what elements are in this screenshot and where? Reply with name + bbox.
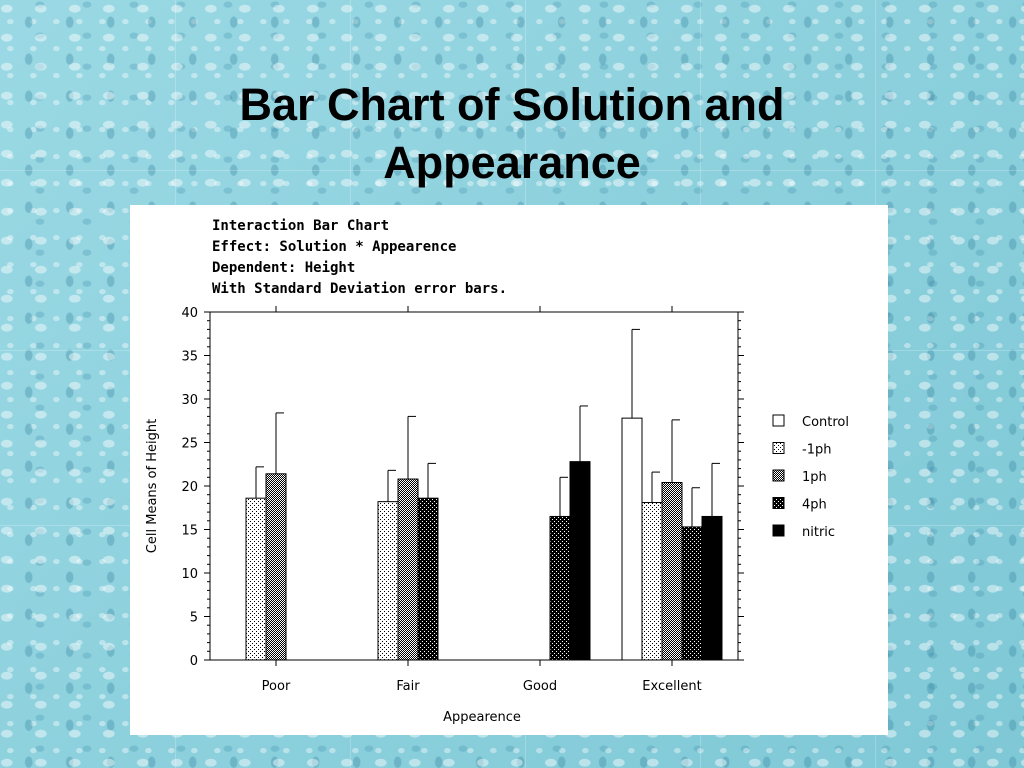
bar-nitric-Good bbox=[569, 461, 591, 661]
bar-4ph-Good bbox=[549, 515, 571, 661]
bar-1ph-Fair bbox=[397, 478, 419, 661]
chart-header-line: Effect: Solution * Appearence bbox=[212, 239, 456, 255]
y-tick-label: 20 bbox=[181, 480, 198, 495]
bar-nitric-Excellent bbox=[701, 515, 723, 661]
y-tick-label: 5 bbox=[190, 611, 198, 626]
legend-label--1ph: -1ph bbox=[802, 443, 831, 458]
bar--1ph-Excellent bbox=[641, 502, 663, 661]
bar-4ph-Excellent bbox=[681, 526, 703, 661]
bar-1ph-Excellent bbox=[661, 482, 683, 661]
legend-label-Control: Control bbox=[802, 415, 849, 430]
chart-header-line: Interaction Bar Chart bbox=[212, 218, 389, 234]
legend-swatch--1ph bbox=[772, 442, 785, 454]
legend-swatch-Control bbox=[772, 414, 785, 427]
y-tick-label: 15 bbox=[181, 524, 198, 539]
legend-swatch-4ph bbox=[772, 497, 785, 509]
y-tick-label: 10 bbox=[181, 567, 198, 582]
x-tick-label: Fair bbox=[396, 679, 420, 694]
legend-label-4ph: 4ph bbox=[802, 498, 827, 513]
chart-panel: Interaction Bar Chart Effect: Solution * … bbox=[130, 205, 888, 735]
chart-legend: Control -1ph 1ph 4ph nitric bbox=[772, 414, 849, 540]
chart-header-line: With Standard Deviation error bars. bbox=[212, 281, 507, 297]
background-seam bbox=[0, 170, 1024, 171]
bar--1ph-Fair bbox=[377, 501, 399, 661]
y-tick-label: 35 bbox=[181, 350, 198, 365]
slide-title-line2: Appearance bbox=[383, 137, 641, 188]
x-tick-label: Excellent bbox=[642, 679, 701, 694]
y-tick-label: 0 bbox=[190, 654, 198, 669]
x-tick-label: Good bbox=[523, 679, 557, 694]
legend-swatch-nitric bbox=[772, 524, 785, 537]
bar-Control-Excellent bbox=[621, 417, 643, 661]
y-axis-label: Cell Means of Height bbox=[145, 419, 160, 553]
bar-chart: Interaction Bar Chart Effect: Solution * … bbox=[145, 218, 849, 725]
chart-header: Interaction Bar Chart Effect: Solution * … bbox=[212, 218, 507, 297]
y-tick-label: 30 bbox=[181, 393, 198, 408]
legend-label-nitric: nitric bbox=[802, 525, 835, 540]
x-axis-label: Appearence bbox=[443, 710, 521, 725]
slide-title-line1: Bar Chart of Solution and bbox=[239, 79, 785, 130]
bar--1ph-Poor bbox=[245, 497, 267, 661]
bar-1ph-Poor bbox=[265, 473, 287, 661]
y-tick-label: 25 bbox=[181, 437, 198, 452]
bar-4ph-Fair bbox=[417, 497, 439, 661]
x-tick-label: Poor bbox=[262, 679, 291, 694]
legend-swatch-1ph bbox=[772, 469, 785, 482]
chart-header-line: Dependent: Height bbox=[212, 260, 355, 276]
chart-axes: 0 5 10 15 20 25 30 35 40 Cell Means of Height Poor… bbox=[145, 306, 744, 725]
legend-label-1ph: 1ph bbox=[802, 470, 827, 485]
slide-title: Bar Chart of Solution and Appearance bbox=[0, 76, 1024, 192]
chart-bars bbox=[245, 328, 723, 661]
y-tick-label: 40 bbox=[181, 306, 198, 321]
